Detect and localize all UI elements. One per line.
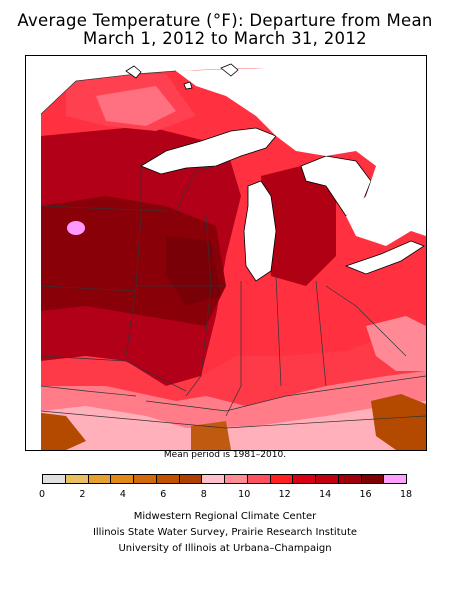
- legend-tick-label: 2: [79, 489, 86, 500]
- legend-tick-label: 0: [38, 489, 46, 500]
- zone-16-18-b: [166, 236, 221, 306]
- lake-superior: [140, 127, 277, 175]
- legend-bin: [269, 474, 294, 484]
- legend-tick-label: 16: [359, 489, 372, 500]
- county-grid: [85, 155, 347, 357]
- legend-tick-label: 12: [278, 489, 291, 500]
- legend-bin: [178, 474, 203, 484]
- legend-bin: [201, 474, 225, 484]
- legend-bin: [360, 474, 385, 484]
- credit-uiuc: University of Illinois at Urbana–Champai…: [118, 543, 332, 554]
- lake-erie: [344, 240, 425, 275]
- lake-michigan: [243, 180, 277, 282]
- zone-michigan: [261, 166, 336, 286]
- zone-18-plus: [67, 221, 85, 235]
- legend-tick-label: 4: [119, 489, 126, 500]
- legend-bin: [87, 474, 112, 484]
- state-borders: [40, 70, 426, 429]
- legend-tick-label: 10: [238, 489, 251, 500]
- temperature-departure-map: [25, 55, 427, 451]
- legend-bin: [337, 474, 362, 484]
- mean-period-note: Mean period is 1981–2010.: [163, 450, 287, 460]
- legend-bin: [64, 474, 89, 484]
- great-lakes: [140, 66, 426, 282]
- legend-tick-label: 6: [160, 489, 167, 500]
- legend-bin: [383, 474, 407, 484]
- legend-bin: [133, 474, 157, 484]
- zone-brown-mid: [191, 421, 231, 450]
- credit-isws: Illinois State Water Survey, Prairie Res…: [92, 527, 358, 538]
- credit-mrcc: Midwestern Regional Climate Center: [133, 511, 317, 522]
- legend-bin: [315, 474, 339, 484]
- legend-tick-label: 8: [200, 489, 207, 500]
- zone-south-6-8: [41, 401, 426, 450]
- zone-north-mn-light: [96, 86, 176, 126]
- legend-bin: [42, 474, 66, 484]
- color-legend: [42, 474, 407, 484]
- zone-east-light: [366, 316, 426, 371]
- canada-area: [176, 66, 426, 246]
- legend-tick-label: 14: [319, 489, 332, 500]
- legend-bin: [224, 474, 248, 484]
- map-subtitle-date-range: March 1, 2012 to March 31, 2012: [83, 29, 367, 48]
- zone-brown-sw: [41, 411, 86, 450]
- islands: [125, 63, 239, 90]
- legend-bin: [246, 474, 271, 484]
- legend-bin: [110, 474, 134, 484]
- zone-brown-se: [371, 394, 426, 450]
- legend-tick-label: 18: [399, 489, 413, 500]
- map-title: Average Temperature (°F): Departure from…: [17, 11, 433, 30]
- legend-bin: [155, 474, 180, 484]
- legend-bin: [292, 474, 316, 484]
